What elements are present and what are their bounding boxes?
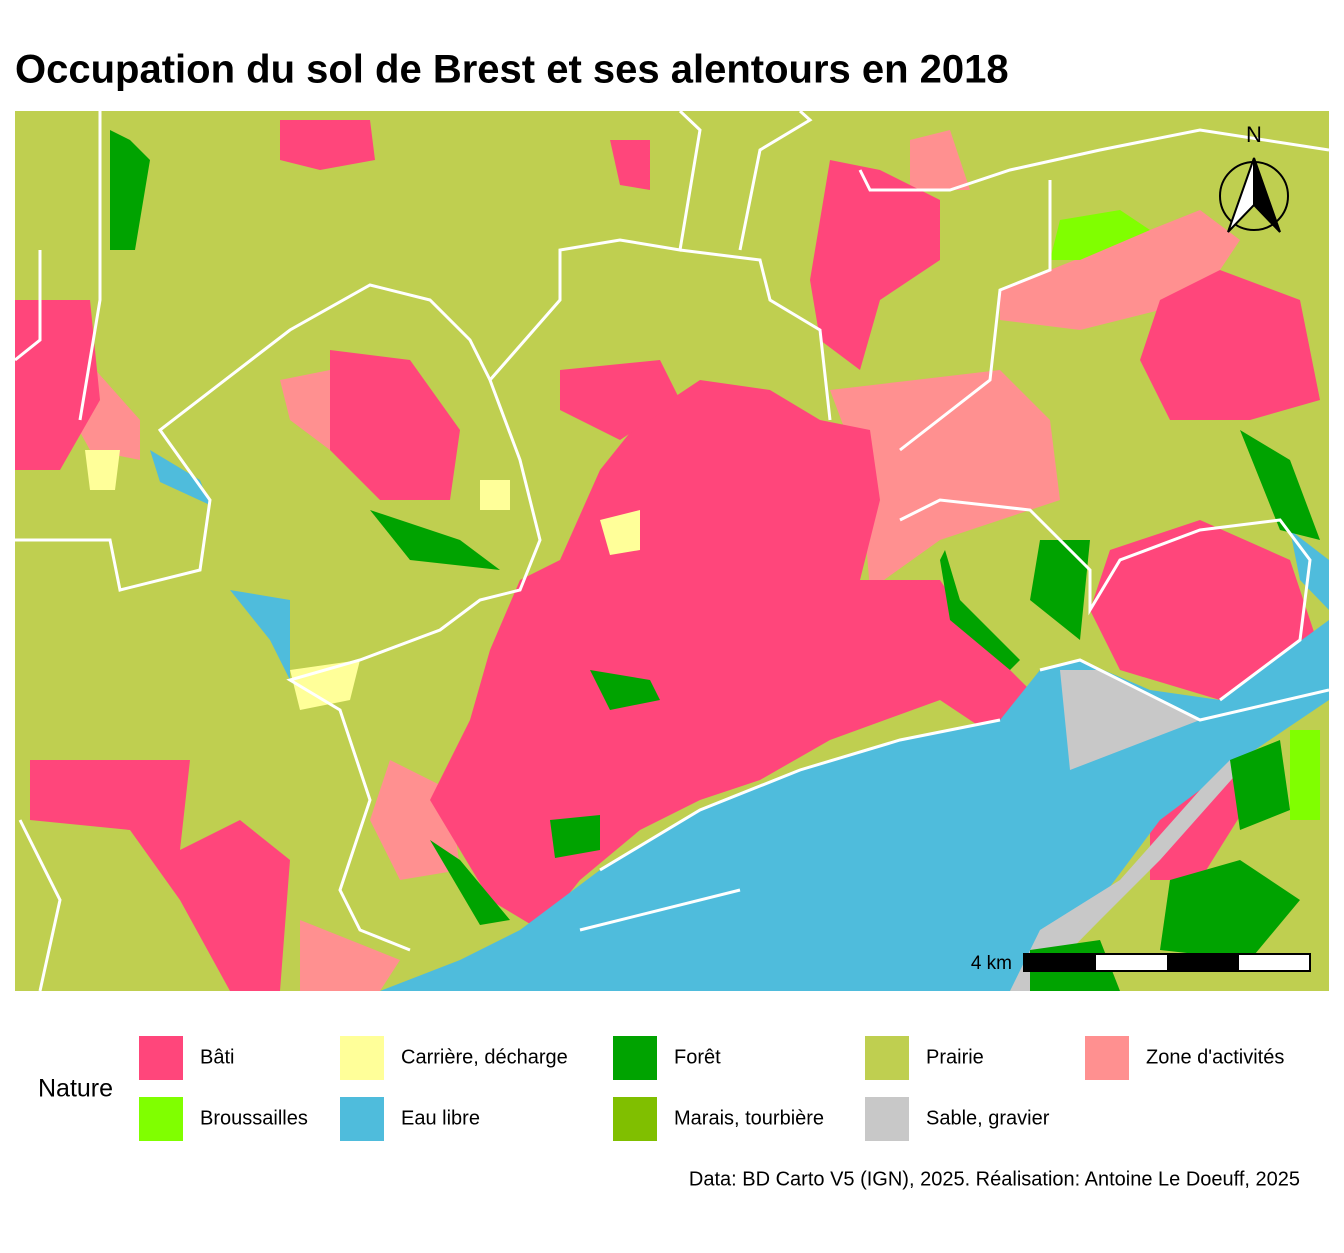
legend-swatch [1085, 1036, 1129, 1080]
land-bati [810, 160, 940, 370]
land-foret [1230, 740, 1290, 830]
land-sable [1010, 760, 1240, 991]
land-zone [300, 920, 400, 991]
legend: Bâti Broussailles Carrière, décharge Eau li… [139, 1036, 1284, 1141]
land-bati [1090, 520, 1320, 700]
caption: Data: BD Carto V5 (IGN), 2025. Réalisati… [689, 1168, 1300, 1190]
land-carriere [480, 480, 510, 510]
land-eau [150, 450, 210, 505]
land-foret [430, 840, 510, 925]
north-arrow: N [1219, 122, 1289, 233]
legend-label: Sable, gravier [926, 1107, 1050, 1129]
legend-swatch [139, 1097, 183, 1141]
land-foret [940, 550, 1020, 670]
map-title: Occupation du sol de Brest et ses alento… [15, 48, 1009, 92]
land-carriere [600, 510, 640, 555]
legend-swatch [613, 1036, 657, 1080]
legend-label: Carrière, décharge [401, 1046, 568, 1068]
legend-swatch [139, 1036, 183, 1080]
legend-label: Marais, tourbière [674, 1107, 824, 1129]
legend-label: Bâti [200, 1046, 234, 1068]
land-bati [610, 140, 650, 190]
scale-label: 4 km [971, 953, 1012, 974]
land-foret [550, 815, 600, 858]
legend-label: Eau libre [401, 1107, 480, 1129]
land-zone [280, 370, 330, 450]
legend-label: Forêt [674, 1046, 721, 1068]
land-foret [110, 130, 150, 250]
land-bati [430, 380, 1030, 930]
legend-swatch [340, 1097, 384, 1141]
legend-swatch [865, 1036, 909, 1080]
land-bati [330, 350, 460, 500]
legend-title: Nature [38, 1075, 113, 1103]
land-carriere [85, 450, 120, 490]
land-zone [830, 370, 1060, 590]
land-foret [1030, 540, 1090, 640]
land-bati [560, 360, 680, 440]
land-broussailles [1050, 210, 1150, 260]
land-foret [590, 670, 660, 710]
legend-label: Broussailles [200, 1107, 308, 1129]
scale-bar: 4 km [971, 953, 1311, 974]
north-label: N [1246, 122, 1262, 147]
legend-label: Zone d'activités [1146, 1046, 1284, 1068]
land-foret [1160, 860, 1300, 960]
legend-swatch [613, 1097, 657, 1141]
land-bati [30, 760, 290, 991]
land-sable [1060, 670, 1200, 770]
land-foret [1240, 430, 1320, 540]
land-broussailles [1290, 730, 1320, 820]
map-area [15, 111, 1329, 991]
commune-boundaries [15, 111, 1329, 991]
land-bati [280, 120, 375, 170]
legend-label: Prairie [926, 1046, 984, 1068]
land-carriere [290, 660, 360, 710]
land-zone [910, 130, 970, 190]
legend-swatch [340, 1036, 384, 1080]
legend-swatch [865, 1097, 909, 1141]
land-bati [1150, 760, 1250, 880]
land-bati [1140, 270, 1320, 420]
land-foret [370, 510, 500, 570]
land-eau [230, 590, 290, 680]
